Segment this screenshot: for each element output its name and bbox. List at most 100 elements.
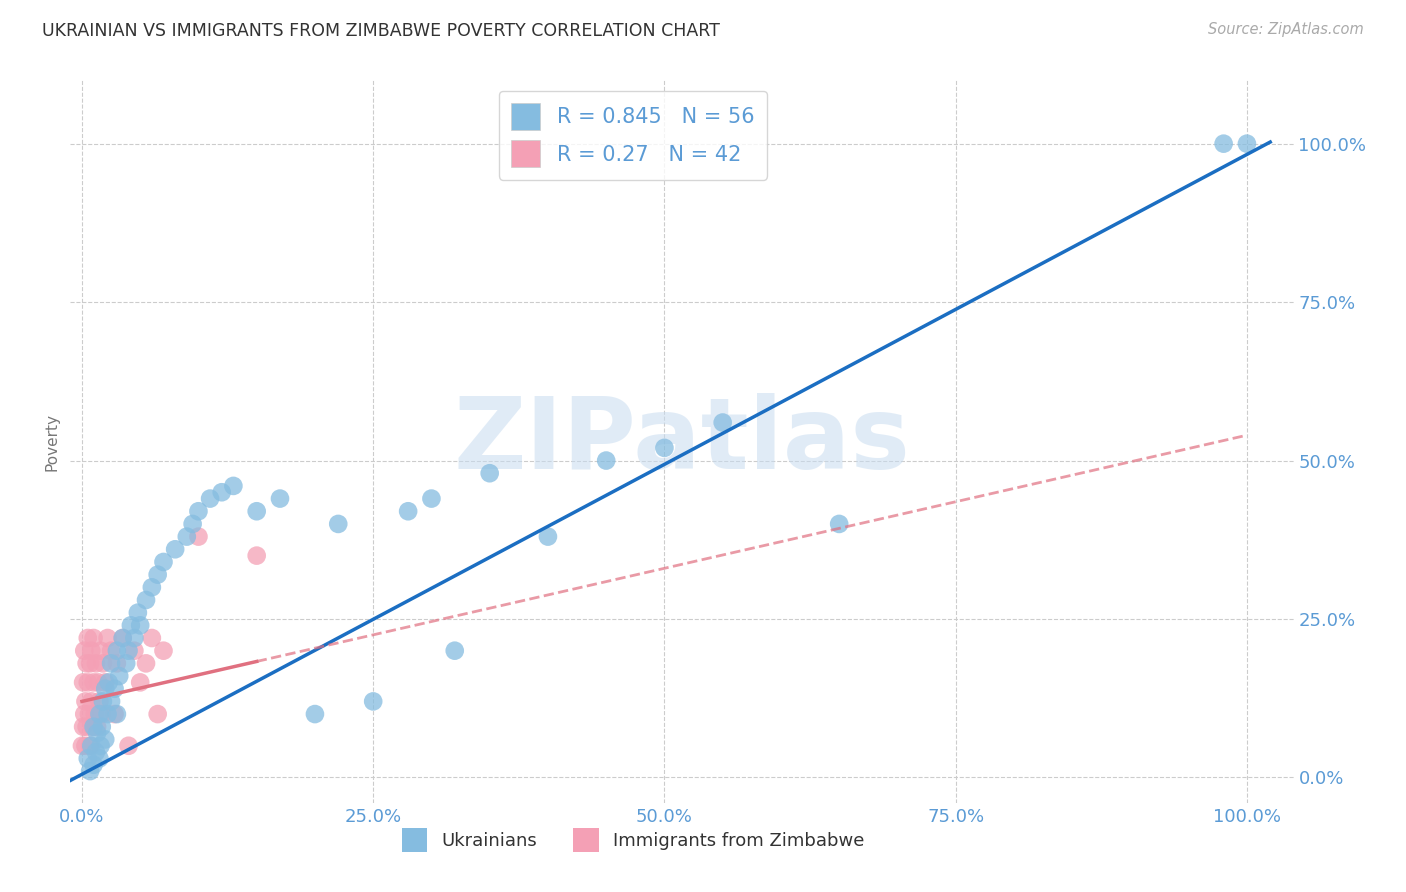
Point <box>146 707 169 722</box>
Point <box>141 580 163 594</box>
Point <box>246 504 269 518</box>
Point <box>72 675 94 690</box>
Point <box>97 675 120 690</box>
Point <box>328 516 350 531</box>
Point <box>83 757 105 772</box>
Point <box>828 516 851 531</box>
Point <box>135 657 157 671</box>
Point <box>94 675 117 690</box>
Point <box>90 720 112 734</box>
Point <box>100 657 122 671</box>
Point <box>94 732 117 747</box>
Point <box>100 694 122 708</box>
Point <box>79 657 101 671</box>
Point <box>304 707 326 722</box>
Point <box>83 720 105 734</box>
Point <box>103 707 125 722</box>
Point <box>187 504 209 518</box>
Point <box>129 618 152 632</box>
Point <box>654 441 676 455</box>
Point <box>89 751 111 765</box>
Point <box>86 726 108 740</box>
Legend: Ukrainians, Immigrants from Zimbabwe: Ukrainians, Immigrants from Zimbabwe <box>395 822 872 859</box>
Point <box>211 485 233 500</box>
Point <box>108 669 131 683</box>
Point <box>269 491 291 506</box>
Point <box>83 631 105 645</box>
Point <box>117 643 139 657</box>
Point <box>76 675 98 690</box>
Point <box>94 681 117 696</box>
Point <box>222 479 245 493</box>
Point <box>105 643 128 657</box>
Point <box>120 618 142 632</box>
Point <box>152 643 174 657</box>
Point <box>246 549 269 563</box>
Point <box>165 542 187 557</box>
Point <box>75 694 97 708</box>
Point <box>117 739 139 753</box>
Point <box>187 530 209 544</box>
Point <box>86 720 108 734</box>
Point <box>75 739 97 753</box>
Point <box>181 516 204 531</box>
Point <box>76 657 98 671</box>
Text: UKRAINIAN VS IMMIGRANTS FROM ZIMBABWE POVERTY CORRELATION CHART: UKRAINIAN VS IMMIGRANTS FROM ZIMBABWE PO… <box>42 22 720 40</box>
Point <box>135 593 157 607</box>
Point <box>97 631 120 645</box>
Point <box>105 657 128 671</box>
Point <box>80 694 103 708</box>
Point <box>1236 136 1258 151</box>
Point <box>73 707 96 722</box>
Point <box>420 491 443 506</box>
Point <box>478 467 501 481</box>
Point <box>90 643 112 657</box>
Point <box>141 631 163 645</box>
Point <box>124 643 146 657</box>
Text: Source: ZipAtlas.com: Source: ZipAtlas.com <box>1208 22 1364 37</box>
Point <box>80 643 103 657</box>
Point <box>176 530 198 544</box>
Point <box>76 631 98 645</box>
Point <box>72 720 94 734</box>
Point <box>124 631 146 645</box>
Point <box>711 416 734 430</box>
Point <box>1212 136 1234 151</box>
Point <box>537 530 560 544</box>
Point <box>127 606 149 620</box>
Point <box>79 764 101 778</box>
Point <box>70 739 93 753</box>
Point <box>111 631 134 645</box>
Point <box>90 707 112 722</box>
Point <box>198 491 221 506</box>
Point <box>111 631 134 645</box>
Point <box>100 643 122 657</box>
Point <box>79 739 101 753</box>
Point <box>84 657 107 671</box>
Point <box>83 707 105 722</box>
Point <box>103 681 125 696</box>
Point <box>73 643 96 657</box>
Point <box>361 694 384 708</box>
Point <box>396 504 419 518</box>
Y-axis label: Poverty: Poverty <box>44 412 59 471</box>
Point <box>91 694 114 708</box>
Point <box>129 675 152 690</box>
Point <box>76 720 98 734</box>
Point <box>90 739 112 753</box>
Point <box>77 707 100 722</box>
Point <box>146 567 169 582</box>
Point <box>91 657 114 671</box>
Point <box>595 453 617 467</box>
Point <box>89 707 111 722</box>
Point <box>84 745 107 759</box>
Text: ZIPatlas: ZIPatlas <box>454 393 910 490</box>
Point <box>80 739 103 753</box>
Point <box>82 720 104 734</box>
Point <box>89 694 111 708</box>
Point <box>76 751 98 765</box>
Point <box>443 643 465 657</box>
Point <box>115 657 138 671</box>
Point <box>97 707 120 722</box>
Point <box>152 555 174 569</box>
